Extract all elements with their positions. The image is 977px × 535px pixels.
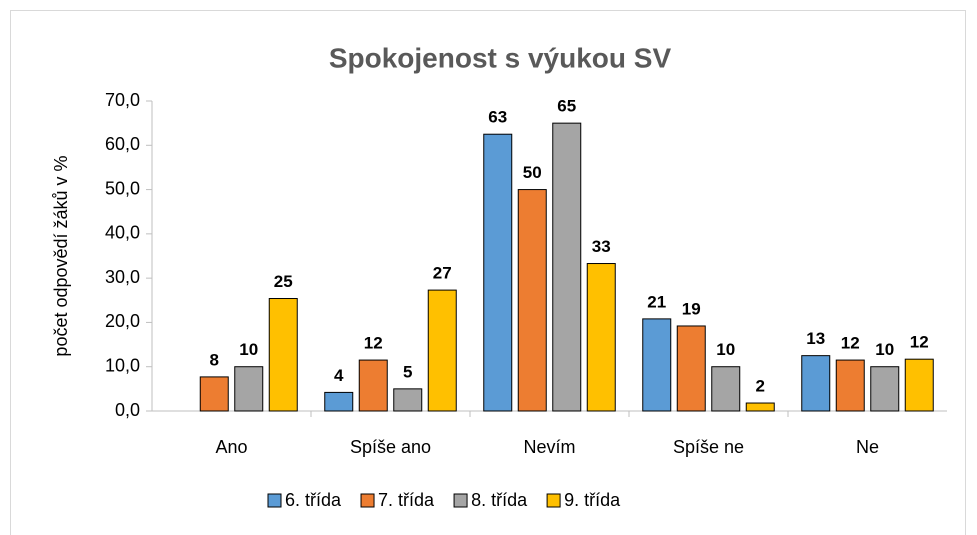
bar bbox=[711, 366, 741, 412]
bar bbox=[552, 122, 582, 412]
bar bbox=[483, 133, 513, 412]
bar bbox=[393, 388, 423, 412]
y-axis-label: počet odpovědí žáků v % bbox=[51, 155, 71, 356]
x-tick-label: Spíše ne bbox=[673, 437, 744, 457]
y-tick-label: 10,0 bbox=[105, 355, 140, 375]
value-label: 12 bbox=[841, 334, 860, 353]
value-label: 12 bbox=[364, 334, 383, 353]
value-label: 19 bbox=[682, 299, 701, 318]
value-label: 8 bbox=[210, 350, 219, 369]
y-tick-label: 0,0 bbox=[115, 400, 140, 420]
y-tick-label: 50,0 bbox=[105, 178, 140, 198]
bar bbox=[586, 263, 616, 412]
legend-swatch bbox=[546, 493, 561, 508]
bar bbox=[199, 376, 229, 412]
bar bbox=[835, 359, 865, 412]
chart-title: Spokojenost s výukou SV bbox=[329, 42, 672, 73]
value-label: 25 bbox=[274, 272, 293, 291]
bar bbox=[234, 366, 264, 412]
value-label: 21 bbox=[647, 292, 666, 311]
value-label: 2 bbox=[756, 377, 765, 396]
bar bbox=[745, 402, 775, 412]
value-label: 63 bbox=[488, 108, 507, 127]
bar bbox=[642, 318, 672, 412]
y-tick-label: 20,0 bbox=[105, 311, 140, 331]
x-tick-label: Ne bbox=[856, 437, 879, 457]
value-label: 27 bbox=[433, 264, 452, 283]
y-tick-label: 40,0 bbox=[105, 223, 140, 243]
bar bbox=[870, 366, 900, 412]
value-label: 33 bbox=[592, 237, 611, 256]
legend-swatch bbox=[267, 493, 282, 508]
value-label: 4 bbox=[334, 366, 344, 385]
y-tick-label: 70,0 bbox=[105, 90, 140, 110]
value-label: 65 bbox=[557, 97, 576, 116]
value-label: 10 bbox=[239, 340, 258, 359]
bar bbox=[358, 359, 388, 412]
x-tick-label: Nevím bbox=[523, 437, 575, 457]
legend-label: 9. třída bbox=[564, 490, 621, 510]
legend-swatch bbox=[360, 493, 375, 508]
bar bbox=[427, 289, 457, 412]
value-label: 13 bbox=[806, 329, 825, 348]
y-tick-label: 60,0 bbox=[105, 134, 140, 154]
bar bbox=[801, 355, 831, 412]
value-label: 10 bbox=[716, 340, 735, 359]
x-tick-label: Spíše ano bbox=[350, 437, 431, 457]
bar bbox=[268, 298, 298, 412]
bar bbox=[904, 358, 934, 412]
legend-label: 7. třída bbox=[378, 490, 435, 510]
value-label: 5 bbox=[403, 362, 412, 381]
legend-swatch bbox=[453, 493, 468, 508]
bar bbox=[324, 391, 354, 412]
legend-label: 8. třída bbox=[471, 490, 528, 510]
y-tick-label: 30,0 bbox=[105, 267, 140, 287]
bar bbox=[676, 325, 706, 412]
value-label: 12 bbox=[910, 333, 929, 352]
bar bbox=[517, 189, 547, 412]
value-label: 50 bbox=[523, 163, 542, 182]
value-label: 10 bbox=[875, 340, 894, 359]
legend-label: 6. třída bbox=[285, 490, 342, 510]
x-tick-label: Ano bbox=[215, 437, 247, 457]
